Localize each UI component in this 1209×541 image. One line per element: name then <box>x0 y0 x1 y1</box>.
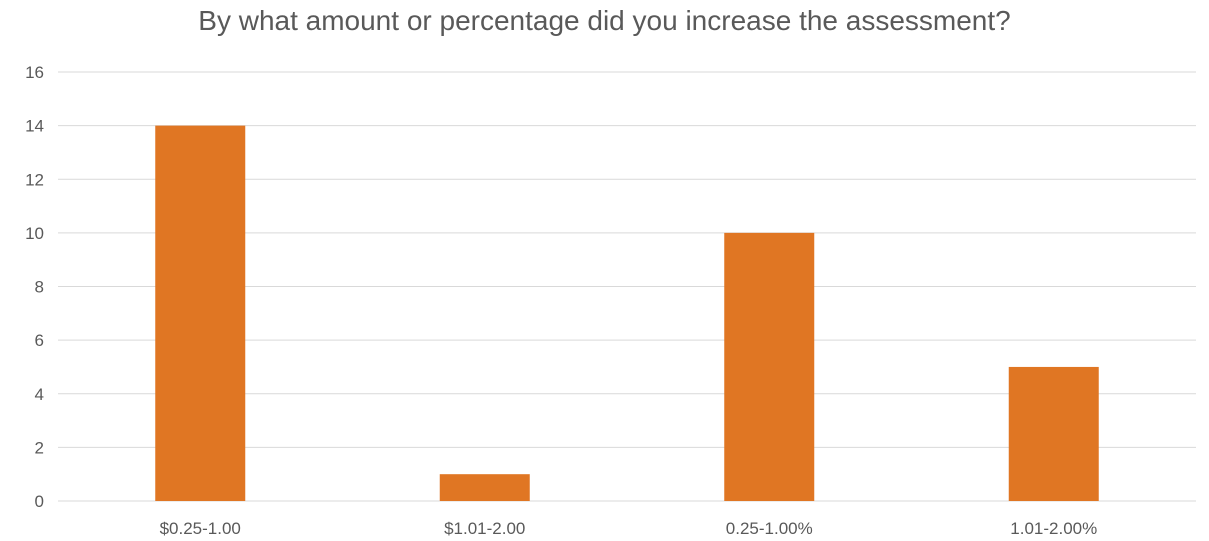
bar <box>439 474 530 501</box>
x-category-label: $0.25-1.00 <box>160 519 241 538</box>
x-category-label: $1.01-2.00 <box>444 519 525 538</box>
y-tick-label: 8 <box>35 278 44 297</box>
x-axis-category-labels: $0.25-1.00 $1.01-2.00 0.25-1.00% 1.01-2.00% <box>160 519 1098 538</box>
y-tick-label: 4 <box>35 385 44 404</box>
y-tick-label: 16 <box>25 63 44 82</box>
y-tick-label: 12 <box>25 170 44 189</box>
y-tick-label: 2 <box>35 438 44 457</box>
y-tick-label: 0 <box>35 492 44 511</box>
bar <box>724 232 815 501</box>
bars <box>155 125 1099 501</box>
y-tick-label: 6 <box>35 331 44 350</box>
bar <box>155 125 246 501</box>
gridlines <box>58 71 1196 502</box>
y-tick-label: 14 <box>25 117 44 136</box>
chart-title: By what amount or percentage did you inc… <box>198 5 1011 36</box>
y-axis-tick-labels: 0 2 4 6 8 10 12 14 16 <box>25 63 44 511</box>
x-category-label: 1.01-2.00% <box>1010 519 1097 538</box>
y-tick-label: 10 <box>25 224 44 243</box>
x-category-label: 0.25-1.00% <box>726 519 813 538</box>
bar <box>1008 366 1099 501</box>
